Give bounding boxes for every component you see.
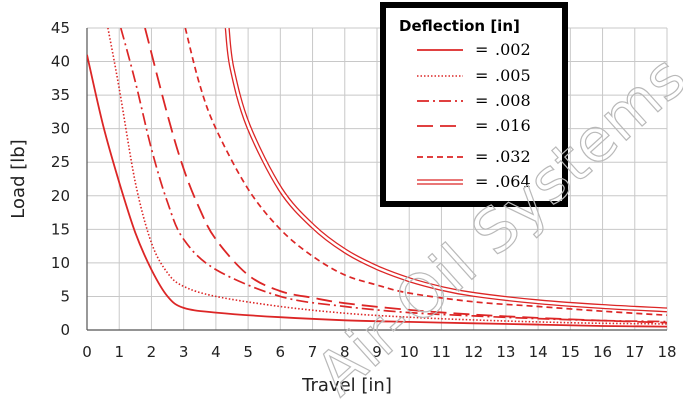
series-line-064-inner xyxy=(226,28,667,312)
x-tick-label: 8 xyxy=(340,343,350,361)
legend-equals: = xyxy=(475,172,488,191)
legend-label-002: .002 xyxy=(495,40,531,59)
x-tick-label: 16 xyxy=(593,343,612,361)
x-axis-title: Travel [in] xyxy=(301,375,392,396)
x-tick-label: 15 xyxy=(561,343,580,361)
y-tick-label: 35 xyxy=(51,86,70,104)
x-tick-label: 4 xyxy=(211,343,221,361)
legend-equals: = xyxy=(475,147,488,166)
legend-label-016: .016 xyxy=(495,116,531,135)
y-axis-title: Load [lb] xyxy=(8,139,29,218)
x-tick-label: 7 xyxy=(308,343,318,361)
x-tick-label: 10 xyxy=(400,343,419,361)
y-tick-label: 15 xyxy=(51,220,70,238)
x-tick-label: 14 xyxy=(529,343,548,361)
y-tick-label: 0 xyxy=(60,321,70,339)
series-line-005 xyxy=(107,28,667,325)
series-line-016 xyxy=(144,28,667,324)
x-tick-label: 0 xyxy=(82,343,92,361)
legend-title: Deflection [in] xyxy=(399,17,520,35)
y-tick-label: 45 xyxy=(51,19,70,37)
legend-label-005: .005 xyxy=(495,66,531,85)
y-tick-label: 5 xyxy=(60,287,70,305)
legend-box xyxy=(380,2,568,207)
y-tick-label: 30 xyxy=(51,120,70,138)
x-tick-label: 17 xyxy=(625,343,644,361)
legend-label-008: .008 xyxy=(495,91,531,110)
legend-equals: = xyxy=(475,40,488,59)
y-tick-label: 25 xyxy=(51,153,70,171)
x-tick-label: 18 xyxy=(657,343,676,361)
x-tick-label: 9 xyxy=(372,343,382,361)
x-tick-label: 12 xyxy=(464,343,483,361)
x-tick-label: 1 xyxy=(114,343,124,361)
y-tick-label: 10 xyxy=(51,254,70,272)
y-tick-label: 20 xyxy=(51,187,70,205)
x-tick-label: 5 xyxy=(243,343,253,361)
legend-equals: = xyxy=(475,91,488,110)
series-line-032 xyxy=(184,28,667,317)
legend-label-064: .064 xyxy=(495,172,531,191)
legend-label-032: .032 xyxy=(495,147,531,166)
x-tick-label: 13 xyxy=(496,343,515,361)
y-tick-label: 40 xyxy=(51,53,70,71)
x-tick-label: 6 xyxy=(276,343,286,361)
legend-equals: = xyxy=(475,66,488,85)
legend-equals: = xyxy=(475,116,488,135)
series-line-002 xyxy=(87,54,667,328)
x-tick-label: 2 xyxy=(147,343,157,361)
x-tick-label: 11 xyxy=(432,343,451,361)
x-tick-label: 3 xyxy=(179,343,189,361)
